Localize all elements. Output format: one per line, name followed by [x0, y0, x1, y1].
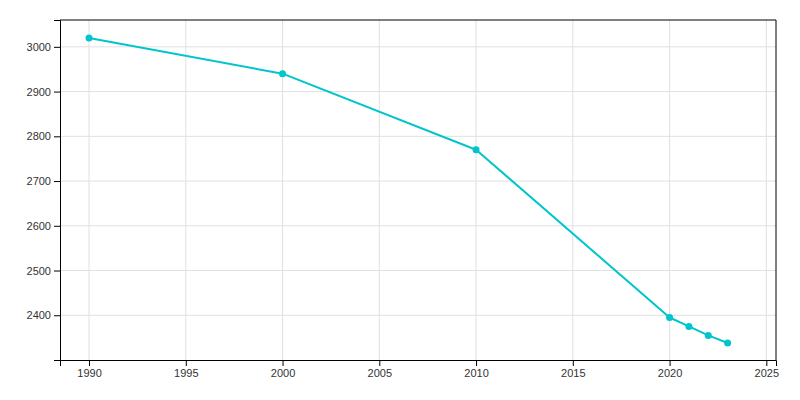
point: [279, 70, 286, 77]
chart: 1990 1995 2000 2005 2010 2015 2020 2025 2400 2500…: [0, 0, 800, 400]
x-axis-tick-mark: [476, 360, 477, 366]
point: [685, 323, 692, 330]
x-axis-tick-mark: [89, 360, 90, 366]
grid-line-x: [572, 20, 573, 360]
point: [86, 34, 93, 41]
y-axis-tick-mark: [54, 136, 60, 137]
x-axis-tick-label: 2025: [755, 367, 779, 379]
x-axis-tick-mark: [186, 360, 187, 366]
grid-line-x: [669, 20, 670, 360]
x-axis-tick-mark: [670, 360, 671, 366]
point: [724, 340, 731, 347]
y-axis: 2400 2500 2600 2700 2800 2900 3000: [27, 21, 61, 361]
y-axis-tick: 2600: [27, 220, 60, 232]
frame-top: [60, 20, 776, 21]
x-axis-tick: 2000: [271, 360, 295, 379]
y-axis-tick-mark: [54, 47, 60, 48]
x-axis-line: [61, 361, 777, 367]
y-axis-line: [54, 21, 61, 361]
x-axis-tick: 2005: [368, 360, 392, 379]
grid-line-x: [185, 20, 186, 360]
plot: 1990 1995 2000 2005 2010 2015 2020 2025 2400 2500…: [27, 20, 780, 379]
grid-line-y: [60, 181, 776, 182]
x-axis-tick-mark: [379, 360, 380, 366]
x-axis-tick: 2025: [755, 360, 779, 379]
x-axis-tick-mark: [573, 360, 574, 366]
grid-line-y: [60, 91, 776, 92]
y-axis-tick-mark: [54, 315, 60, 316]
x-axis-tick-mark: [766, 360, 767, 366]
x-axis-tick-label: 2005: [368, 367, 392, 379]
grid-line-y: [60, 46, 776, 47]
y-axis-tick-label: 2700: [27, 175, 51, 187]
frame-right: [776, 20, 777, 360]
grid-line-y: [60, 136, 776, 137]
y-axis-tick-label: 2600: [27, 220, 51, 232]
point: [666, 314, 673, 321]
y-axis-tick: 2800: [27, 130, 60, 142]
x-axis: 1990 1995 2000 2005 2010 2015 2020 2025: [61, 360, 780, 379]
grid-line-y: [60, 270, 776, 271]
y-axis-tick: 2700: [27, 175, 60, 187]
x-axis-tick: 2020: [658, 360, 682, 379]
x-axis-tick-label: 2010: [464, 367, 488, 379]
x-axis-tick-label: 2000: [271, 367, 295, 379]
y-axis-tick: 2400: [27, 309, 60, 321]
grid: [60, 20, 776, 360]
y-axis-tick: 2500: [27, 265, 60, 277]
line: [89, 38, 728, 343]
x-axis-tick: 1990: [77, 360, 101, 379]
x-axis-tick-label: 1995: [174, 367, 198, 379]
point: [473, 146, 480, 153]
grid-line-x: [766, 20, 767, 360]
y-axis-tick-mark: [54, 271, 60, 272]
x-axis-tick: 2015: [561, 360, 585, 379]
marks: [86, 34, 732, 346]
y-axis-tick-label: 3000: [27, 41, 51, 53]
grid-line-x: [379, 20, 380, 360]
y-axis-tick-mark: [54, 226, 60, 227]
x-axis-tick: 2010: [464, 360, 488, 379]
y-axis-tick-label: 2900: [27, 86, 51, 98]
x-axis-tick: 1995: [174, 360, 198, 379]
x-axis-tick-label: 2015: [561, 367, 585, 379]
y-axis-tick-label: 2500: [27, 265, 51, 277]
y-axis-tick-label: 2800: [27, 130, 51, 142]
point: [705, 332, 712, 339]
grid-line-x: [476, 20, 477, 360]
x-axis-tick-label: 2020: [658, 367, 682, 379]
y-axis-tick-mark: [54, 181, 60, 182]
grid-line-y: [60, 225, 776, 226]
x-axis-tick-label: 1990: [77, 367, 101, 379]
x-axis-tick-mark: [283, 360, 284, 366]
grid-line-x: [89, 20, 90, 360]
y-axis-tick-mark: [54, 92, 60, 93]
y-axis-tick-label: 2400: [27, 309, 51, 321]
y-axis-tick: 2900: [27, 86, 60, 98]
y-axis-tick: 3000: [27, 41, 60, 53]
